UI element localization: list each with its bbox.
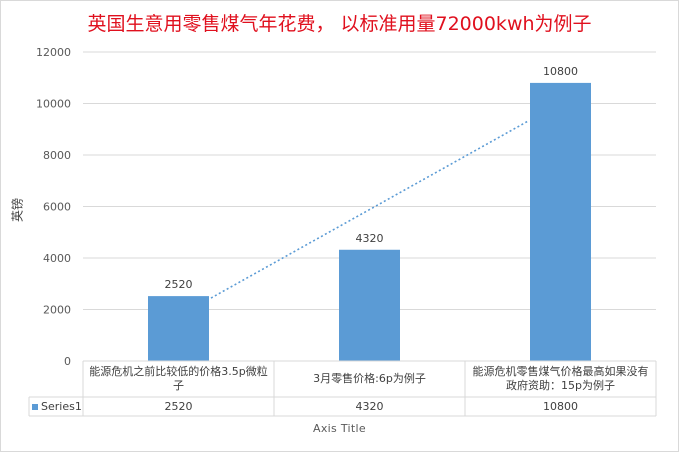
y-tick-label: 0 [64, 355, 71, 368]
x-category-label: 能源危机之前比较低的价格3.5p微粒子 [89, 365, 268, 392]
y-tick-label: 4000 [43, 252, 71, 265]
y-tick-label: 6000 [43, 201, 71, 214]
y-tick-label: 10000 [36, 98, 71, 111]
bar [530, 82, 591, 362]
bar [148, 296, 209, 361]
trendline [210, 120, 529, 299]
x-axis-title: Axis Title [313, 422, 366, 435]
x-category-label: 3月零售价格:6p为例子 [313, 372, 426, 385]
data-label: 10800 [543, 65, 578, 78]
data-label: 2520 [165, 278, 193, 291]
y-tick-label: 8000 [43, 149, 71, 162]
table-cell: 10800 [543, 400, 578, 413]
y-tick-label: 2000 [43, 304, 71, 317]
table-cell: 2520 [164, 400, 193, 413]
chart-title: 英国生意用零售煤气年花费， 以标准用量72000kwh为例子 [87, 13, 592, 35]
y-tick-label: 12000 [36, 46, 71, 59]
legend-label: Series1 [41, 400, 82, 413]
bar [339, 249, 400, 361]
data-label: 4320 [356, 232, 384, 245]
x-category-label: 能源危机零售煤气价格最高如果没有政府资助：15p为例子 [472, 365, 649, 392]
legend-key: Series1 [32, 400, 82, 413]
table-cell: 4320 [355, 400, 384, 413]
legend-swatch [32, 404, 38, 410]
